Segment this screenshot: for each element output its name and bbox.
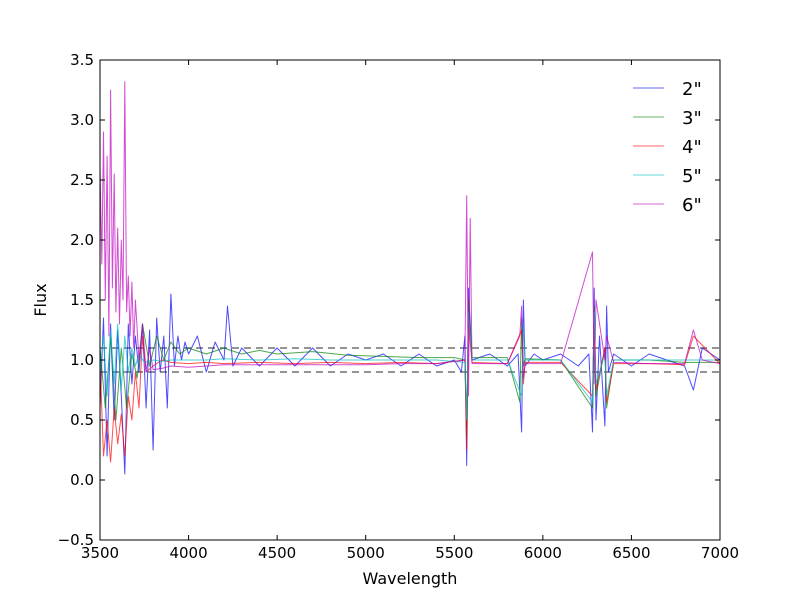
y-tick-label: 0.5 xyxy=(70,411,94,429)
y-axis: −0.5 0.0 0.5 1.0 1.5 2.0 2.5 3.0 3.5 xyxy=(58,51,720,549)
legend-label: 5" xyxy=(682,166,702,187)
x-tick-label: 5000 xyxy=(347,544,385,562)
x-tick-label: 5500 xyxy=(435,544,473,562)
y-tick-label: 2.5 xyxy=(70,171,94,189)
legend: 2" 3" 4" 5" 6" xyxy=(633,79,702,216)
series-line-5in xyxy=(100,311,720,421)
legend-label: 6" xyxy=(682,195,702,216)
y-tick-label: 1.0 xyxy=(70,351,94,369)
x-tick-label: 6000 xyxy=(524,544,562,562)
series-line-6in xyxy=(100,81,720,397)
y-tick-label: 1.5 xyxy=(70,291,94,309)
y-tick-label: 0.0 xyxy=(70,471,94,489)
y-tick-label: −0.5 xyxy=(58,531,94,549)
x-axis-label: Wavelength xyxy=(363,569,458,588)
y-tick-label: 3.5 xyxy=(70,51,94,69)
reference-lines xyxy=(100,347,720,373)
legend-label: 2" xyxy=(682,79,702,100)
x-axis: 3500 4000 4500 5000 5500 6000 6500 7000 xyxy=(81,60,739,562)
series-lines xyxy=(100,81,720,475)
legend-label: 4" xyxy=(682,137,702,158)
x-tick-label: 4500 xyxy=(258,544,296,562)
y-axis-label: Flux xyxy=(31,283,50,316)
x-tick-label: 3500 xyxy=(81,544,119,562)
x-tick-label: 7000 xyxy=(701,544,739,562)
x-tick-label: 6500 xyxy=(612,544,650,562)
y-tick-label: 2.0 xyxy=(70,231,94,249)
x-tick-label: 4000 xyxy=(169,544,207,562)
y-tick-label: 3.0 xyxy=(70,111,94,129)
legend-label: 3" xyxy=(682,108,702,129)
